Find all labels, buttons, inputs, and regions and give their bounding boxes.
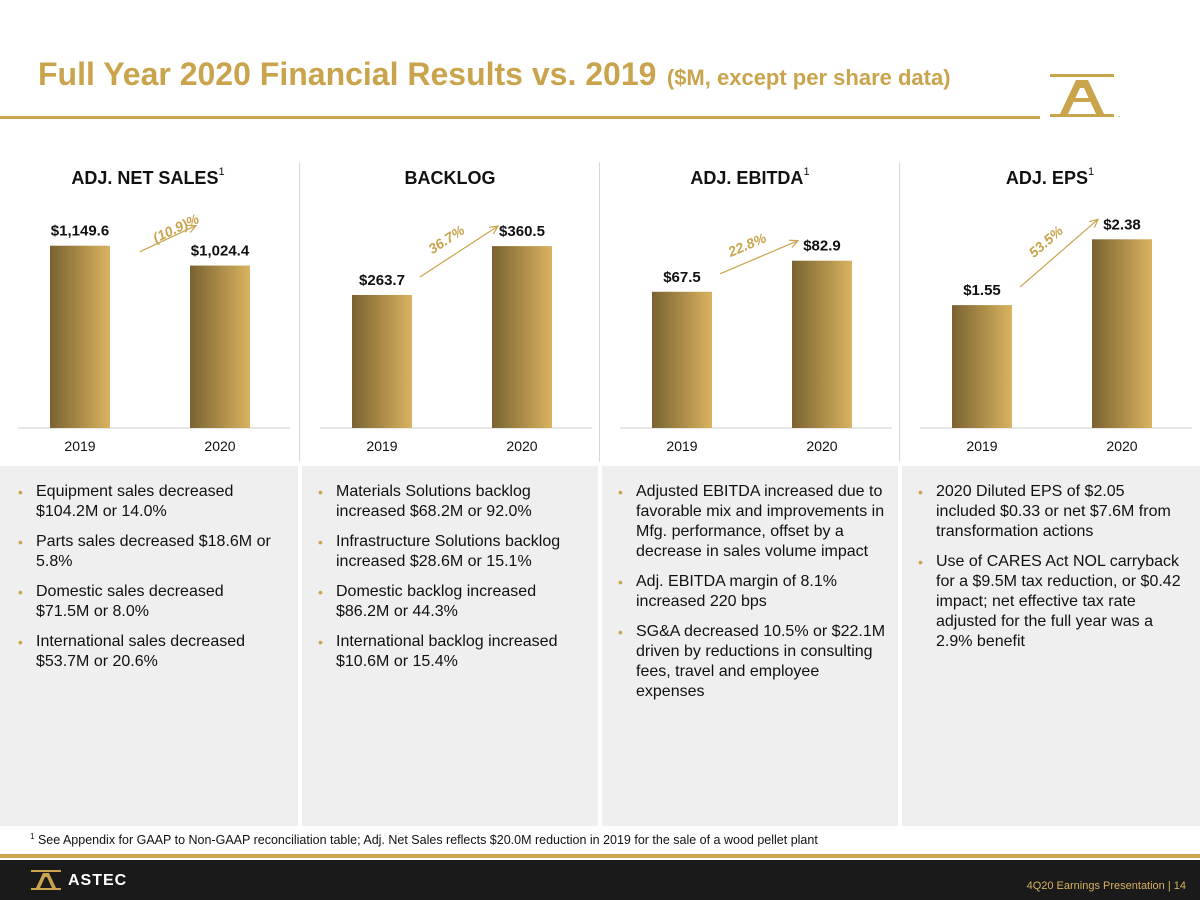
bullet-item: • International backlog increased $10.6M …: [318, 633, 558, 670]
bar-2020: [1092, 239, 1152, 428]
bar-2019: [50, 245, 110, 428]
page-subtitle: ($M, except per share data): [666, 65, 951, 90]
x-tick-label: 2020: [1106, 438, 1137, 454]
change-arrow: [139, 225, 197, 253]
title-rule: [0, 116, 1040, 119]
bar-chart-backlog: $263.7 2019 $360.5 2020 36.7%: [320, 222, 592, 454]
bar-2019: [352, 294, 412, 428]
x-tick-label: 2020: [506, 438, 537, 454]
footer-brand: ASTEC: [68, 872, 128, 889]
change-arrow-head: [788, 239, 800, 248]
bar-value-label: $360.5: [499, 223, 545, 240]
footnote: 1 See Appendix for GAAP to Non-GAAP reco…: [30, 832, 818, 847]
bar-2020: [792, 260, 852, 428]
notes-net-sales: • Equipment sales decreased $104.2M or 14…: [12, 482, 274, 682]
chart-panel-adj-net-sales: ADJ. NET SALES1 $1,149.6 2019 $1,024.4 2020…: [0, 162, 296, 462]
bullet-item: • Equipment sales decreased $104.2M or 14…: [18, 483, 234, 520]
bar-chart-adj-eps: $1.55 2019 $2.38 2020 53.5%: [920, 216, 1192, 454]
bar-value-label: $263.7: [359, 272, 405, 289]
panel-divider: [899, 162, 900, 462]
notes-ebitda: • Adjusted EBITDA increased due to favora…: [612, 482, 890, 712]
bullet-item: • Infrastructure Solutions backlog increa…: [318, 533, 561, 570]
bar-value-label: $1,024.4: [191, 243, 250, 260]
change-percent-label: (10.9)%: [150, 210, 202, 245]
panel-divider: [299, 162, 300, 462]
bullet-item: • Materials Solutions backlog increased $…: [318, 483, 532, 520]
bar-2019: [952, 305, 1012, 428]
footnote-marker: 1: [30, 832, 35, 841]
bar-value-label: $82.9: [803, 238, 841, 255]
change-arrow: [719, 240, 799, 275]
bullet-item: • Adj. EBITDA margin of 8.1% increased 22…: [618, 573, 837, 610]
notes-eps: • 2020 Diluted EPS of $2.05 included $0.3…: [912, 482, 1184, 662]
bar-2020: [492, 246, 552, 428]
chart-panel-backlog: BACKLOG $263.7 2019 $360.5 2020 36.7%: [302, 162, 598, 462]
bar-chart-adj-net-sales: $1,149.6 2019 $1,024.4 2020 (10.9)%: [18, 210, 290, 454]
change-arrow: [419, 225, 499, 278]
footer-rule: [0, 854, 1200, 858]
change-arrow: [1019, 218, 1099, 288]
x-tick-label: 2019: [966, 438, 997, 454]
astec-logo-icon: [31, 870, 61, 890]
trademark-mark: .: [1118, 110, 1121, 119]
astec-logo-icon: [1050, 74, 1114, 117]
change-arrow-head: [488, 225, 500, 235]
chart-title: BACKLOG: [404, 168, 496, 188]
chart-title: ADJ. NET SALES1: [71, 166, 225, 188]
bullet-item: • Domestic sales decreased $71.5M or 8.0%: [18, 583, 224, 620]
notes-background: [0, 466, 298, 826]
change-arrow-head: [1089, 218, 1100, 228]
x-tick-label: 2020: [806, 438, 837, 454]
footnote-text: See Appendix for GAAP to Non-GAAP reconc…: [37, 833, 818, 848]
bullet-item: • International sales decreased $53.7M or…: [18, 633, 246, 670]
change-percent-label: 53.5%: [1025, 222, 1066, 260]
bullet-item: • Domestic backlog increased $86.2M or 44…: [318, 583, 537, 620]
chart-panel-adj-eps: ADJ. EPS1 $1.55 2019 $2.38 2020 53.5%: [902, 162, 1198, 462]
notes-background: [902, 466, 1200, 826]
bullet-item: • Parts sales decreased $18.6M or 5.8%: [18, 533, 271, 570]
chart-title: ADJ. EPS1: [1005, 166, 1095, 188]
bar-2020: [190, 265, 250, 428]
chart-panel-adj-ebitda: ADJ. EBITDA1 $67.5 2019 $82.9 2020 22.8%: [602, 162, 898, 462]
x-tick-label: 2019: [64, 438, 95, 454]
page-title: Full Year 2020 Financial Results vs. 201…: [38, 56, 951, 93]
notes-background: [302, 466, 598, 826]
bullet-item: • SG&A decreased 10.5% or $22.1M driven b…: [618, 623, 886, 700]
chart-title: ADJ. EBITDA1: [690, 166, 810, 188]
footer-presentation-label: 4Q20 Earnings Presentation | 14: [1026, 880, 1186, 892]
bullet-item: • Use of CARES Act NOL carryback for a $9…: [918, 553, 1181, 650]
bar-value-label: $2.38: [1103, 216, 1141, 233]
panel-divider: [599, 162, 600, 462]
notes-background: [602, 466, 898, 826]
bar-value-label: $1.55: [963, 282, 1001, 299]
x-tick-label: 2020: [204, 438, 235, 454]
bar-value-label: $67.5: [663, 269, 701, 286]
bullet-item: • 2020 Diluted EPS of $2.05 included $0.3…: [918, 483, 1171, 540]
bar-2019: [652, 291, 712, 428]
page-title-main: Full Year 2020 Financial Results vs. 201…: [38, 56, 657, 92]
notes-backlog: • Materials Solutions backlog increased $…: [312, 482, 578, 682]
bar-value-label: $1,149.6: [51, 223, 109, 240]
footer-bar: ASTEC 4Q20 Earnings Presentation | 14: [0, 860, 1200, 900]
change-percent-label: 36.7%: [425, 222, 467, 257]
x-tick-label: 2019: [366, 438, 397, 454]
bullet-item: • Adjusted EBITDA increased due to favora…: [618, 483, 885, 560]
change-arrow-head: [186, 224, 198, 233]
x-tick-label: 2019: [666, 438, 697, 454]
